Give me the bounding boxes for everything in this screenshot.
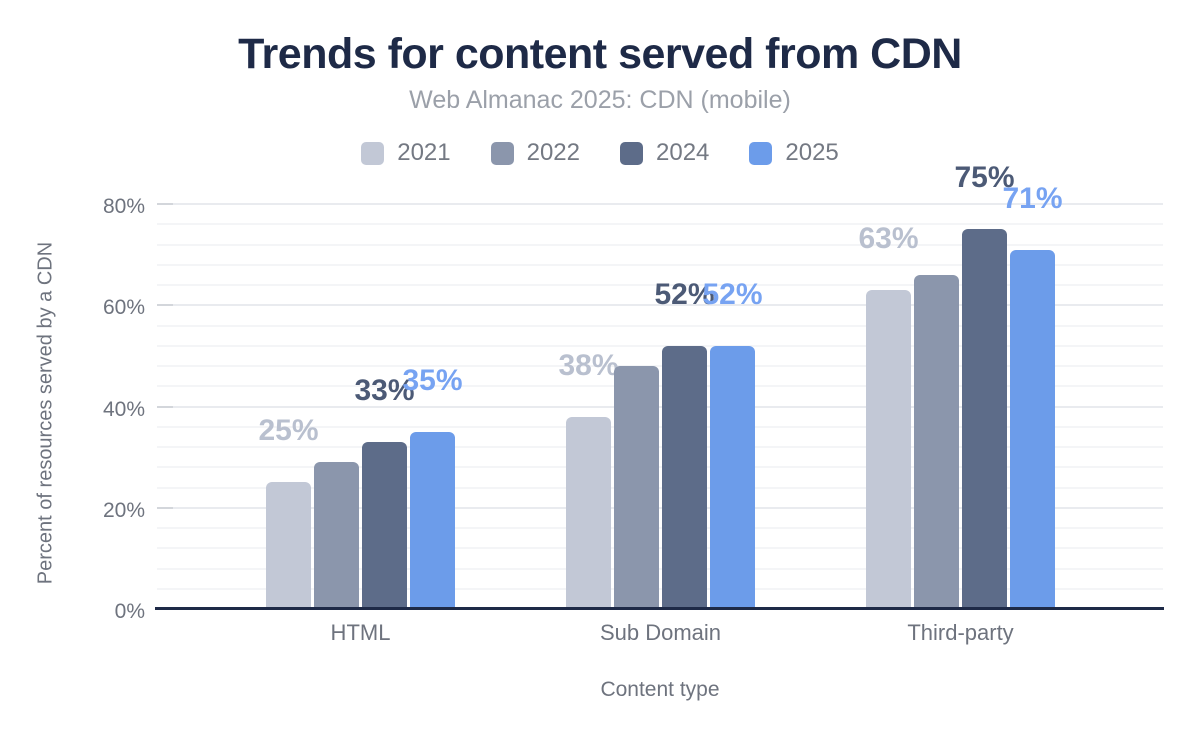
minor-gridline: [157, 385, 1163, 388]
bar-2025-html: [410, 431, 455, 609]
y-tick-label: 80%: [102, 195, 145, 218]
legend-swatch-2025: [749, 141, 773, 165]
y-axis-tick-mark: [157, 405, 173, 408]
legend-label-2021: 2021: [397, 139, 451, 166]
minor-gridline: [157, 344, 1163, 347]
major-gridline: [157, 304, 1163, 307]
bar-value-label-2024-html: 33%: [354, 373, 415, 407]
x-category-label-third-party: Third-party: [907, 620, 1014, 645]
chart-legend: 2021 2022 2024 2025: [0, 139, 1200, 167]
minor-gridline: [157, 446, 1163, 448]
minor-gridline: [157, 527, 1163, 529]
bar-2024-sub-domain: [662, 345, 707, 609]
bar-2021-sub-domain: [566, 416, 611, 609]
major-gridline: [157, 405, 1163, 408]
legend-label-2024: 2024: [656, 139, 710, 166]
major-gridline: [157, 203, 1163, 205]
y-tick-label: 0%: [114, 600, 145, 623]
bar-value-label-2021-third-party: 63%: [858, 222, 919, 256]
bar-2022-html: [314, 462, 359, 609]
minor-gridline: [157, 243, 1163, 246]
minor-gridline: [157, 263, 1163, 266]
y-axis-tick-mark: [157, 304, 173, 307]
bar-2022-sub-domain: [614, 366, 659, 609]
minor-gridline: [157, 486, 1163, 489]
bar-2021-html: [266, 482, 311, 609]
legend-label-2025: 2025: [785, 139, 839, 166]
legend-item-2022: 2022: [490, 139, 580, 167]
minor-gridline: [157, 223, 1163, 226]
minor-gridline: [157, 365, 1163, 367]
y-tick-label: 60%: [102, 296, 145, 320]
minor-gridline: [157, 425, 1163, 428]
x-category-label-html: HTML: [330, 620, 391, 645]
legend-swatch-2021: [361, 141, 385, 165]
legend-swatch-2022: [490, 141, 514, 165]
chart-title: Trends for content served from CDN: [238, 30, 962, 78]
bar-2025-sub-domain: [710, 345, 755, 609]
bar-value-label-2021-sub-domain: 38%: [558, 348, 619, 382]
bar-2021-third-party: [866, 290, 911, 609]
bar-2022-third-party: [914, 274, 959, 609]
y-axis-tick-mark: [157, 506, 173, 509]
legend-item-2021: 2021: [361, 139, 451, 167]
x-axis-title: Content type: [600, 678, 720, 701]
y-axis-tick-mark: [157, 203, 173, 205]
y-tick-label: 20%: [102, 498, 145, 522]
y-tick-label: 40%: [102, 397, 145, 421]
minor-gridline: [157, 547, 1163, 550]
major-gridline: [157, 506, 1163, 509]
y-axis-title: Percent of resources served by a CDN: [34, 241, 57, 585]
minor-gridline: [157, 466, 1163, 469]
legend-label-2022: 2022: [526, 139, 580, 166]
bar-value-label-2025-sub-domain: 52%: [702, 277, 763, 311]
legend-swatch-2024: [620, 141, 643, 165]
bar-value-label-2021-html: 25%: [258, 414, 319, 448]
minor-gridline: [157, 324, 1163, 327]
bar-value-label-2025-third-party: 71%: [1002, 181, 1063, 215]
legend-item-2025: 2025: [749, 139, 839, 167]
bar-2024-html: [362, 441, 407, 609]
chart-subtitle: Web Almanac 2025: CDN (mobile): [409, 86, 791, 114]
bar-2025-third-party: [1010, 249, 1055, 609]
bar-value-label-2024-third-party: 75%: [954, 161, 1015, 195]
bar-2024-third-party: [962, 229, 1007, 609]
bar-value-label-2025-html: 35%: [402, 363, 463, 397]
x-axis-line: [155, 607, 1164, 610]
minor-gridline: [157, 567, 1163, 570]
minor-gridline: [157, 587, 1163, 590]
x-category-label-sub-domain: Sub Domain: [599, 620, 722, 645]
bar-value-label-2024-sub-domain: 52%: [654, 277, 715, 311]
minor-gridline: [157, 284, 1163, 286]
legend-item-2024: 2024: [620, 139, 709, 167]
